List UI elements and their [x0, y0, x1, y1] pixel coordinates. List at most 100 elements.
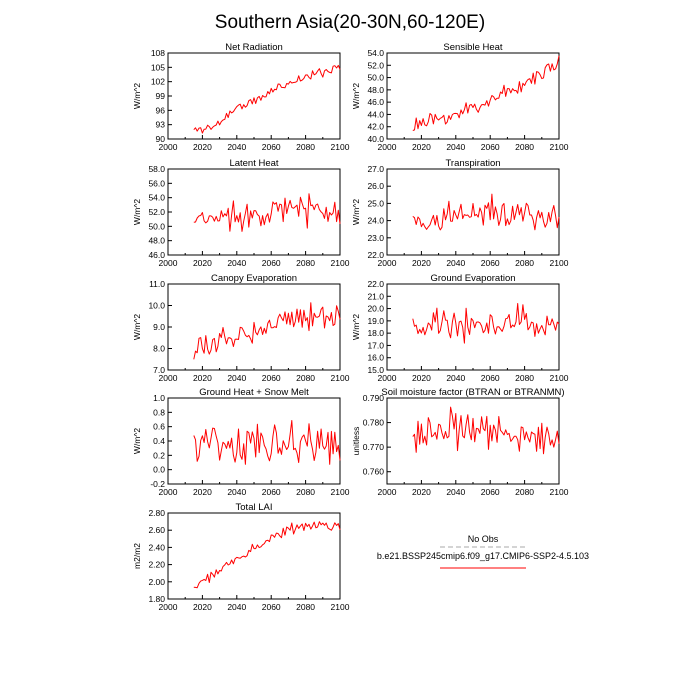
panel-net-radiation: Net Radiation 2000 2020 2040 2060 2080 2100 90 9…: [132, 42, 350, 152]
panel-transpiration-xtick-label: 2080: [515, 258, 534, 268]
panel-ground-heat-snow-melt: Ground Heat + Snow Melt 2000 2020 2040 2060 2…: [132, 387, 350, 497]
panel-soil-moisture-factor-btran-or-btranmn-plot-frame: [386, 397, 560, 485]
panel-ground-evaporation-xtick-label: 2100: [550, 373, 569, 383]
panel-ground-evaporation-ytick-label: 16.0: [367, 353, 384, 363]
panel-ground-evaporation-xtick-label: 2000: [378, 373, 397, 383]
panel-canopy-evaporation-xtick-label: 2060: [262, 373, 281, 383]
panel-canopy-evaporation-xtick-label: 2040: [227, 373, 246, 383]
panel-total-lai-xtick-label: 2000: [159, 602, 178, 612]
panel-transpiration-xtick-label: 2000: [378, 258, 397, 268]
panel-transpiration-plot-frame: [386, 168, 560, 256]
panel-transpiration-ytick-label: 26.0: [367, 181, 384, 191]
panel-net-radiation-ytick-label: 93: [156, 120, 166, 130]
panel-canopy-evaporation-xtick-label: 2080: [296, 373, 315, 383]
panel-soil-moisture-factor-btran-or-btranmn-title: Soil moisture factor (BTRAN or BTRANMN): [381, 387, 564, 398]
panel-total-lai-series-line: [193, 521, 341, 589]
panel-net-radiation-ytick-label: 90: [156, 134, 166, 144]
panel-latent-heat-xtick-label: 2100: [331, 258, 350, 268]
panel-soil-moisture-factor-btran-or-btranmn-series-line: [412, 406, 560, 455]
panel-total-lai-xtick-label: 2040: [227, 602, 246, 612]
panel-net-radiation-ytick-label: 102: [151, 77, 165, 87]
panel-canopy-evaporation-title: Canopy Evaporation: [211, 273, 297, 284]
panel-ground-heat-snow-melt-ylabel: W/m^2: [132, 428, 142, 454]
panel-net-radiation-plot-frame: [167, 52, 341, 140]
panel-net-radiation-xtick-label: 2040: [227, 142, 246, 152]
panel-ground-evaporation-xtick-label: 2020: [412, 373, 431, 383]
panel-total-lai-ytick-label: 1.80: [148, 594, 165, 604]
panel-net-radiation-xtick-label: 2080: [296, 142, 315, 152]
panel-latent-heat-xtick-label: 2000: [159, 258, 178, 268]
panel-ground-evaporation: Ground Evaporation 2000 2020 2040 2060 2080 21…: [351, 273, 569, 383]
panel-ground-evaporation-ytick-label: 21.0: [367, 291, 384, 301]
panel-ground-evaporation-xtick-label: 2080: [515, 373, 534, 383]
panel-net-radiation-xtick-label: 2020: [193, 142, 212, 152]
panel-transpiration-ytick-label: 25.0: [367, 198, 384, 208]
panel-canopy-evaporation-ylabel: W/m^2: [132, 314, 142, 340]
panel-canopy-evaporation-ytick-label: 7.0: [153, 365, 165, 375]
panel-latent-heat-xtick-label: 2060: [262, 258, 281, 268]
panel-transpiration-xtick-label: 2040: [446, 258, 465, 268]
panel-canopy-evaporation-ytick-label: 10.0: [148, 301, 165, 311]
panel-soil-moisture-factor-btran-or-btranmn-xtick-label: 2060: [481, 487, 500, 497]
panel-transpiration: Transpiration 2000 2020 2040 2060 2080 2100 22.…: [351, 158, 569, 268]
legend-obs-label: No Obs: [468, 534, 499, 544]
panel-sensible-heat-ytick-label: 42.0: [367, 122, 384, 132]
panel-ground-heat-snow-melt-ytick-label: 0.0: [153, 465, 165, 475]
panel-ground-heat-snow-melt-xtick-label: 2040: [227, 487, 246, 497]
panel-latent-heat-title: Latent Heat: [229, 158, 278, 169]
panel-net-radiation-xtick-label: 2000: [159, 142, 178, 152]
panel-soil-moisture-factor-btran-or-btranmn-ytick-label: 0.780: [363, 418, 385, 428]
panel-latent-heat-xtick-label: 2080: [296, 258, 315, 268]
panel-total-lai-xtick-label: 2080: [296, 602, 315, 612]
panel-canopy-evaporation-xtick-label: 2000: [159, 373, 178, 383]
panel-canopy-evaporation: Canopy Evaporation 2000 2020 2040 2060 2080 21…: [132, 273, 350, 383]
panel-latent-heat-series-line: [193, 193, 341, 232]
legend: No Obs b.e21.BSSP245cmip6.f09_g17.CMIP6-…: [377, 534, 589, 569]
panel-ground-evaporation-ytick-label: 18.0: [367, 328, 384, 338]
panel-ground-evaporation-ytick-label: 20.0: [367, 304, 384, 314]
panel-net-radiation-ytick-label: 99: [156, 91, 166, 101]
panel-ground-heat-snow-melt-ytick-label: -0.2: [150, 479, 165, 489]
panel-transpiration-ytick-label: 22.0: [367, 250, 384, 260]
panel-latent-heat-ytick-label: 52.0: [148, 207, 165, 217]
panel-ground-evaporation-ylabel: W/m^2: [351, 314, 361, 340]
panel-ground-heat-snow-melt-xtick-label: 2000: [159, 487, 178, 497]
panel-ground-heat-snow-melt-title: Ground Heat + Snow Melt: [199, 387, 309, 398]
panel-ground-evaporation-ytick-label: 19.0: [367, 316, 384, 326]
panel-canopy-evaporation-ytick-label: 11.0: [149, 279, 165, 289]
panel-ground-evaporation-ytick-label: 15.0: [367, 365, 384, 375]
panel-sensible-heat-series-line: [412, 55, 560, 131]
panel-ground-heat-snow-melt-xtick-label: 2020: [193, 487, 212, 497]
panel-soil-moisture-factor-btran-or-btranmn-xtick-label: 2040: [446, 487, 465, 497]
panel-soil-moisture-factor-btran-or-btranmn-ylabel: unitless: [351, 427, 361, 456]
panel-ground-heat-snow-melt-ytick-label: 0.2: [153, 450, 165, 460]
panel-net-radiation-series-line: [193, 64, 341, 134]
panel-latent-heat-ytick-label: 46.0: [148, 250, 165, 260]
panel-transpiration-ylabel: W/m^2: [351, 199, 361, 225]
panel-ground-heat-snow-melt-ytick-label: 0.8: [153, 407, 165, 417]
panel-ground-evaporation-plot-frame: [386, 283, 560, 371]
panel-ground-evaporation-ytick-label: 17.0: [367, 340, 384, 350]
panel-total-lai: Total LAI 2000 2020 2040 2060 2080 2100 1.80 2.0…: [132, 502, 350, 612]
panel-net-radiation-xtick-label: 2060: [262, 142, 281, 152]
panel-net-radiation-ylabel: W/m^2: [132, 83, 142, 109]
panel-ground-evaporation-xtick-label: 2040: [446, 373, 465, 383]
panel-total-lai-ytick-label: 2.40: [148, 542, 165, 552]
panel-ground-evaporation-ytick-label: 22.0: [367, 279, 384, 289]
panel-sensible-heat-xtick-label: 2000: [378, 142, 397, 152]
panels: Net Radiation 2000 2020 2040 2060 2080 2100 90 9…: [132, 42, 569, 612]
panel-sensible-heat-ytick-label: 44.0: [367, 109, 384, 119]
panel-soil-moisture-factor-btran-or-btranmn-xtick-label: 2020: [412, 487, 431, 497]
panel-total-lai-ytick-label: 2.80: [148, 508, 165, 518]
panel-transpiration-ytick-label: 27.0: [367, 164, 384, 174]
panel-sensible-heat-title: Sensible Heat: [443, 42, 503, 53]
panel-transpiration-ytick-label: 23.0: [367, 233, 384, 243]
panel-sensible-heat-ytick-label: 50.0: [367, 73, 384, 83]
panel-sensible-heat-ytick-label: 40.0: [367, 134, 384, 144]
panel-sensible-heat-ytick-label: 48.0: [367, 85, 384, 95]
panel-net-radiation-xtick-label: 2100: [331, 142, 350, 152]
panel-total-lai-plot-frame: [167, 512, 341, 600]
panel-soil-moisture-factor-btran-or-btranmn-ytick-label: 0.770: [363, 442, 385, 452]
panel-ground-heat-snow-melt-xtick-label: 2080: [296, 487, 315, 497]
panel-latent-heat-xtick-label: 2020: [193, 258, 212, 268]
